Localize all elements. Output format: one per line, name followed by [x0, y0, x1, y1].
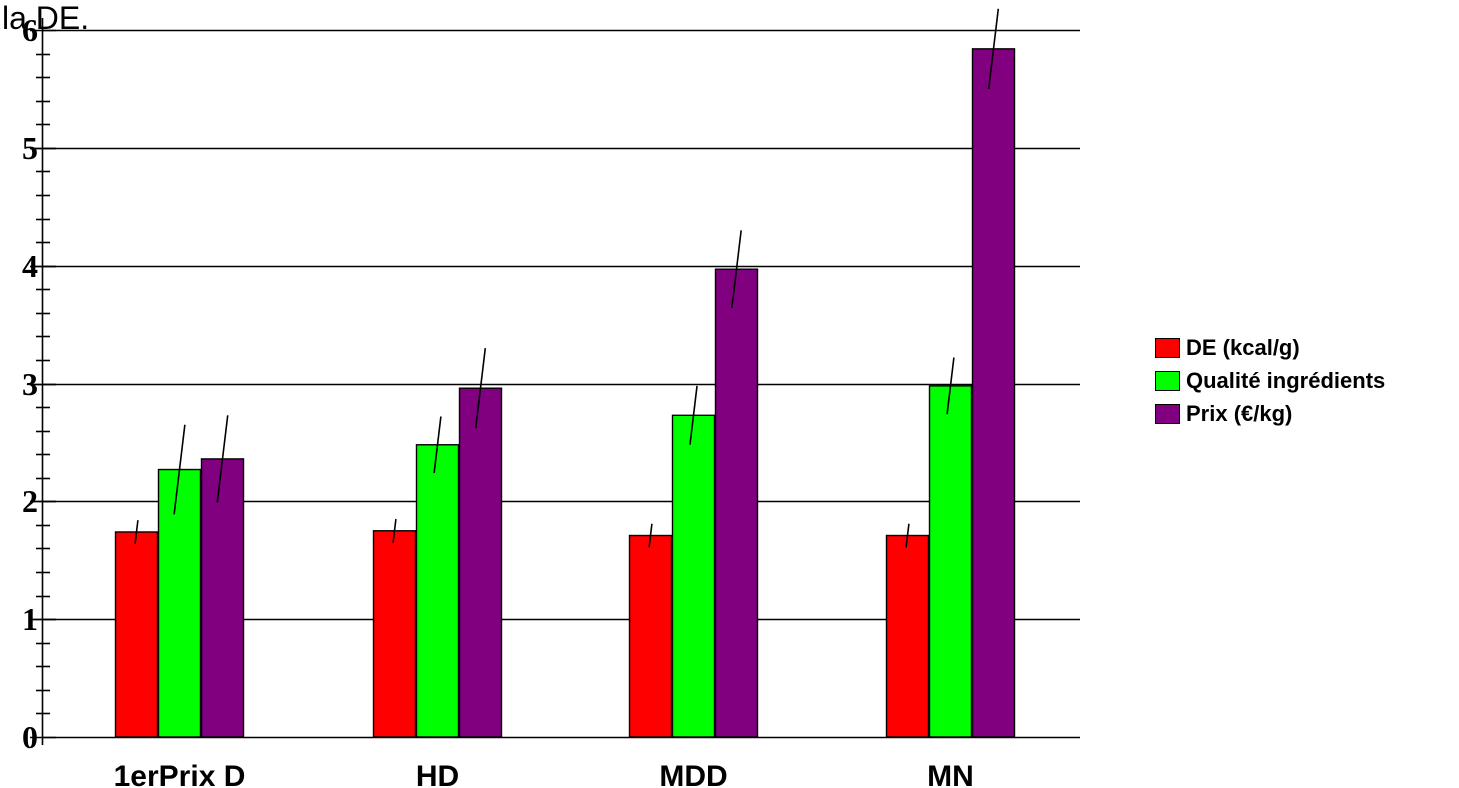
legend-label: DE (kcal/g)	[1186, 334, 1300, 360]
error-bar	[689, 385, 698, 445]
error-bar	[392, 518, 397, 543]
legend-item: DE (kcal/g)	[1155, 331, 1385, 364]
bar-de-kcal-g--1erprix-d	[114, 531, 159, 738]
x-axis-labels: 1erPrix D HD MDD MN	[114, 760, 974, 788]
error-bar	[987, 8, 1000, 90]
error-bar	[731, 230, 742, 309]
error-bar	[134, 520, 139, 544]
bar-qualit-ingr-dients-1erprix-d	[157, 468, 202, 738]
legend-label: Prix (€/kg)	[1186, 400, 1293, 426]
bar-prix-kg--1erprix-d	[200, 458, 245, 738]
x-tick-label: MN	[927, 760, 974, 788]
legend-swatch	[1155, 337, 1180, 358]
legend-item: Qualité ingrédients	[1155, 364, 1385, 397]
bar-de-kcal-g--mdd	[628, 534, 673, 738]
error-bar	[905, 523, 910, 548]
legend-item: Prix (€/kg)	[1155, 397, 1385, 430]
bars	[114, 48, 1016, 738]
error-bar	[648, 523, 653, 548]
error-bar	[433, 416, 442, 474]
legend-label: Qualité ingrédients	[1186, 367, 1386, 393]
bar-qualit-ingr-dients-mdd	[671, 414, 716, 738]
error-bar	[173, 424, 186, 515]
bar-de-kcal-g--mn	[885, 534, 930, 738]
bar-qualit-ingr-dients-mn	[928, 385, 973, 738]
x-tick-label: MDD	[659, 760, 727, 788]
legend-swatch	[1155, 370, 1180, 391]
bar-prix-kg--mn	[971, 48, 1016, 738]
bar-qualit-ingr-dients-hd	[415, 444, 460, 738]
legend-swatch	[1155, 403, 1180, 424]
error-bar	[946, 357, 955, 415]
bar-prix-kg--hd	[458, 387, 503, 738]
error-bar	[216, 415, 229, 503]
x-tick-label: HD	[416, 760, 459, 788]
x-tick-label: 1erPrix D	[114, 760, 246, 788]
error-bar	[474, 348, 487, 429]
bar-prix-kg--mdd	[714, 268, 759, 738]
legend: DE (kcal/g) Qualité ingrédients Prix (€/kg…	[1155, 331, 1385, 430]
bar-de-kcal-g--hd	[372, 530, 417, 738]
error-bars	[134, 8, 1000, 548]
